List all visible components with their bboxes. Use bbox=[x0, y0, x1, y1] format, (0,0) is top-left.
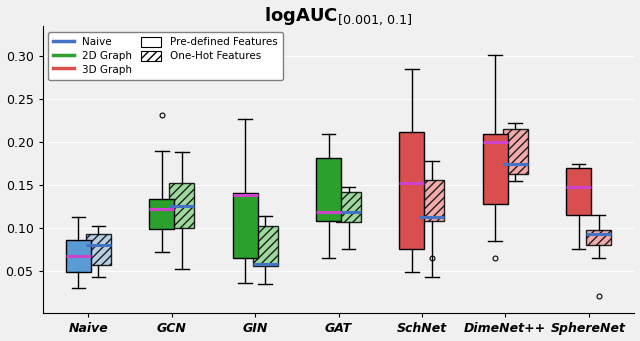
Legend: Naive, 2D Graph, 3D Graph, Pre-defined Features, One-Hot Features: Naive, 2D Graph, 3D Graph, Pre-defined F… bbox=[48, 32, 283, 80]
Bar bbox=[566, 168, 591, 215]
Bar bbox=[586, 230, 611, 245]
Bar bbox=[503, 129, 528, 174]
Bar bbox=[316, 158, 341, 221]
Bar bbox=[483, 134, 508, 204]
Bar bbox=[233, 193, 258, 258]
Bar bbox=[66, 240, 91, 272]
Bar bbox=[149, 198, 174, 229]
Bar bbox=[253, 226, 278, 266]
Bar bbox=[419, 180, 444, 221]
Bar bbox=[86, 234, 111, 265]
Bar bbox=[170, 183, 195, 228]
Bar bbox=[399, 132, 424, 249]
Title: $\mathbf{logAUC}_{[0.001,\, 0.1]}$: $\mathbf{logAUC}_{[0.001,\, 0.1]}$ bbox=[264, 5, 413, 27]
Bar bbox=[336, 192, 361, 222]
